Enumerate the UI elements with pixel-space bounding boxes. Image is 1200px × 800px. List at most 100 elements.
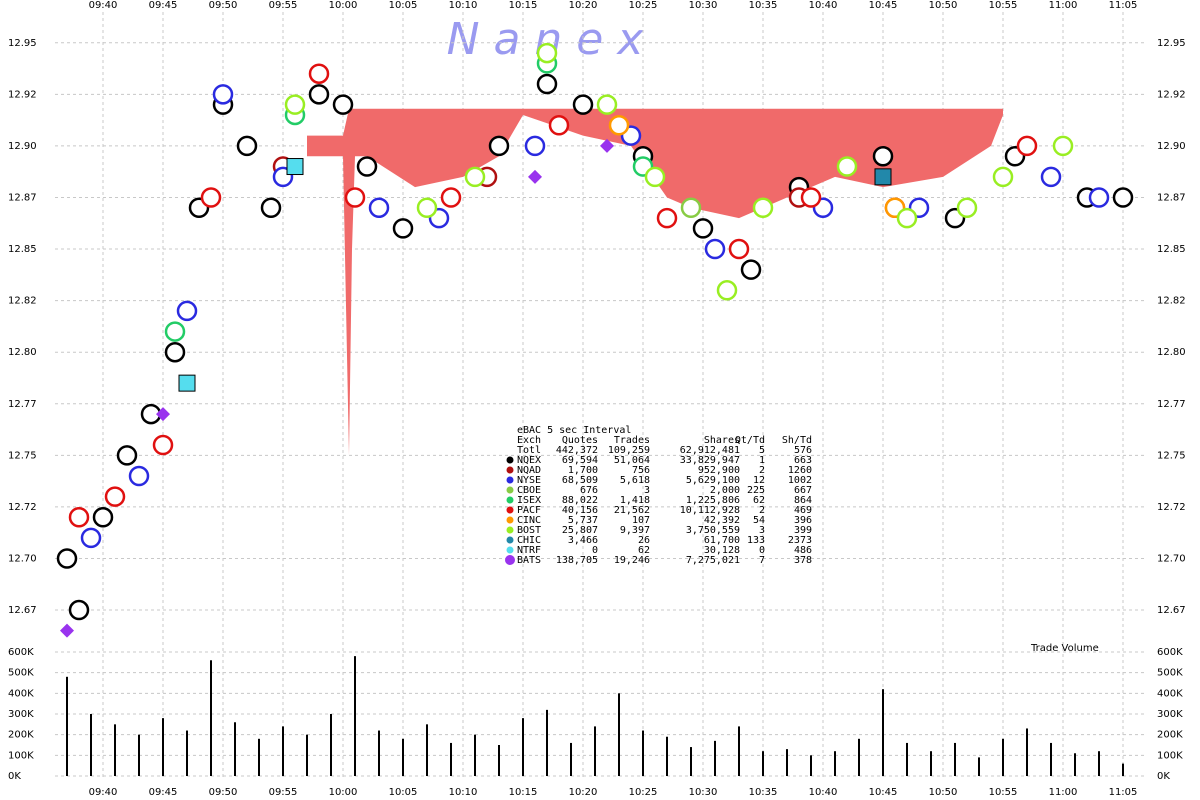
- volume-bar: [642, 730, 644, 776]
- legend-row: NQAD: [517, 465, 541, 476]
- trade-marker: [608, 115, 630, 136]
- legend-marker: [506, 456, 514, 464]
- y-tick-label: 12.75: [8, 450, 37, 461]
- table-header: Shares: [704, 435, 740, 446]
- trade-marker: [800, 187, 822, 208]
- trade-marker: [68, 599, 90, 621]
- volume-bar: [330, 714, 332, 776]
- x-tick-label: 10:00: [329, 787, 358, 798]
- x-tick-label: 10:35: [749, 0, 778, 11]
- volume-bar: [378, 730, 380, 776]
- volume-bar: [1002, 738, 1004, 776]
- table-header: Qt/Td: [735, 435, 765, 446]
- y-tick-label: 300K: [8, 709, 34, 720]
- legend-row: 51,064: [614, 455, 650, 466]
- trade-marker: [572, 94, 594, 115]
- legend-row: 7: [759, 555, 765, 566]
- legend-row: 2,000: [710, 485, 740, 496]
- legend-row: 1,700: [568, 465, 598, 476]
- trade-marker: [740, 259, 762, 280]
- legend-row: 12: [753, 475, 765, 486]
- x-tick-label: 11:00: [1049, 787, 1078, 798]
- x-tick-label: 10:45: [869, 0, 898, 11]
- legend-row: NQEX: [517, 455, 541, 466]
- legend-row: 25,807: [562, 525, 598, 536]
- volume-bar: [1026, 728, 1028, 776]
- legend-row: 33,829,947: [680, 455, 740, 466]
- table-total: 442,372: [556, 445, 598, 456]
- x-tick-label: 10:20: [569, 0, 598, 11]
- volume-bar: [522, 718, 524, 776]
- legend-row: 0: [759, 545, 765, 556]
- legend-row: 3: [759, 525, 765, 536]
- trade-marker: [716, 280, 738, 301]
- trade-marker: [1052, 135, 1074, 157]
- trade-marker: [680, 197, 702, 219]
- legend-row: 61,700: [704, 535, 740, 546]
- trade-marker: [836, 156, 858, 177]
- table-header: Sh/Td: [782, 435, 812, 446]
- volume-bar: [354, 656, 356, 776]
- legend-row: 10,112,928: [680, 505, 740, 516]
- legend-row: BOST: [517, 525, 541, 536]
- legend-row: 3: [644, 485, 650, 496]
- trade-marker: [104, 486, 126, 507]
- y-tick-label: 12.75: [1157, 450, 1186, 461]
- legend-row: 5,629,100: [686, 475, 740, 486]
- x-tick-label: 09:40: [89, 0, 118, 11]
- trade-marker: [1040, 166, 1062, 188]
- trade-marker: [68, 506, 90, 528]
- legend-row: 756: [632, 465, 650, 476]
- legend-row: NYSE: [517, 475, 541, 486]
- legend-row: 3,750,559: [686, 525, 740, 536]
- trade-marker: [692, 218, 714, 239]
- trade-marker: [440, 187, 462, 208]
- trade-marker: [392, 218, 414, 239]
- trade-marker: [548, 115, 570, 136]
- legend-row: CHIC: [517, 535, 541, 546]
- table-header: Exch: [517, 435, 541, 446]
- volume-label: Trade Volume: [1030, 643, 1099, 654]
- table-total: Totl: [517, 445, 541, 456]
- trade-marker: [56, 548, 78, 569]
- trade-marker: [874, 168, 892, 186]
- x-tick-label: 10:10: [449, 787, 478, 798]
- legend-marker: [506, 546, 514, 554]
- legend-row: 864: [794, 495, 812, 506]
- volume-bar: [258, 738, 260, 776]
- legend-row: 2: [759, 505, 765, 516]
- volume-bar: [282, 726, 284, 776]
- x-tick-label: 09:55: [269, 0, 298, 11]
- volume-bar: [762, 751, 764, 776]
- x-tick-label: 10:30: [689, 787, 718, 798]
- legend-row: 952,900: [698, 465, 740, 476]
- trade-marker: [992, 166, 1014, 188]
- legend-row: 42,392: [704, 515, 740, 526]
- legend-row: 133: [747, 535, 765, 546]
- x-tick-label: 10:20: [569, 787, 598, 798]
- y-tick-label: 500K: [1157, 668, 1183, 679]
- y-tick-label: 12.87: [8, 192, 37, 203]
- y-tick-label: 600K: [1157, 647, 1183, 658]
- legend-row: 54: [753, 515, 765, 526]
- volume-bar: [66, 676, 68, 776]
- legend-row: 663: [794, 455, 812, 466]
- trade-marker: [704, 238, 726, 260]
- y-tick-label: 12.90: [1157, 141, 1186, 152]
- volume-bar: [1050, 742, 1052, 776]
- legend-marker: [506, 516, 514, 524]
- trade-marker: [178, 374, 196, 392]
- legend-row: CBOE: [517, 485, 541, 496]
- table-header: Trades: [614, 435, 650, 446]
- trade-marker: [152, 434, 174, 456]
- x-tick-label: 10:15: [509, 0, 538, 11]
- legend-row: 107: [632, 515, 650, 526]
- legend-row: 62: [753, 495, 765, 506]
- legend-row: 30,128: [704, 545, 740, 556]
- table-total: 62,912,481: [680, 445, 740, 456]
- y-tick-label: 12.70: [1157, 553, 1186, 564]
- y-tick-label: 100K: [1157, 750, 1183, 761]
- volume-bar: [906, 742, 908, 776]
- legend-row: 26: [638, 535, 650, 546]
- x-tick-label: 10:15: [509, 787, 538, 798]
